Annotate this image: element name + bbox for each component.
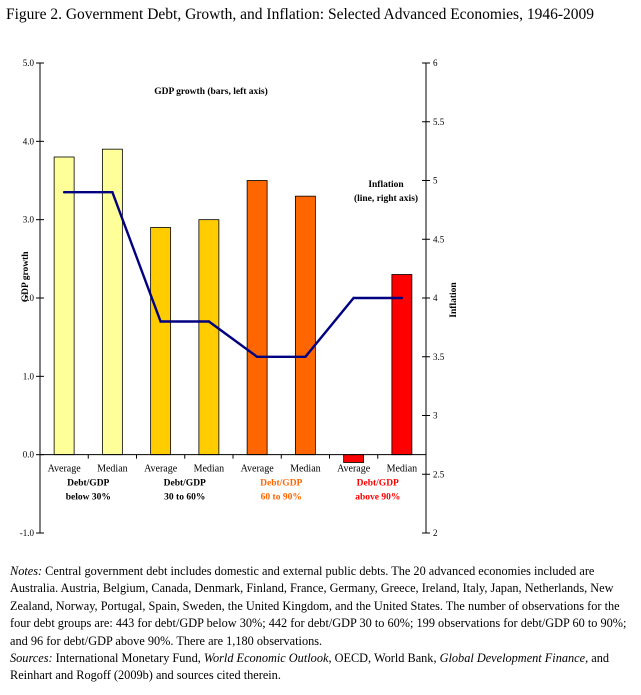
sources-text-2: , OECD, World Bank, — [328, 651, 440, 666]
axes-layer — [36, 62, 430, 534]
bar-7 — [343, 454, 365, 463]
group-label-1-line1: Debt/GDP — [67, 479, 109, 489]
bar-5 — [246, 180, 268, 456]
y-tick-label-6: -1.0 — [20, 528, 35, 538]
category-label-2: Median — [97, 464, 128, 475]
inflation-point-7 — [352, 296, 355, 300]
group-label-3-line2: 60 to 90% — [261, 493, 302, 503]
bar-4 — [198, 219, 220, 456]
sources-text-1: International Monetary Fund, — [52, 651, 204, 666]
figure-title: Figure 2. Government Debt, Growth, and I… — [6, 6, 595, 23]
y2-tick-label-3: 4.5 — [433, 234, 445, 244]
category-label-1: Average — [48, 464, 82, 475]
sources-label: Sources: — [10, 651, 53, 666]
bar-8 — [391, 274, 413, 456]
y-tick-label-2: 3.0 — [23, 215, 35, 225]
group-label-4-line2: above 90% — [355, 493, 400, 503]
y2-axis-title: Inflation — [449, 282, 459, 318]
labels-layer: 5.0 4.0 3.0 2.0 1.0 0.0 -1.0 6 5.5 5 4.5 4 3.5 3 2.5 2 A… — [20, 58, 459, 538]
notes-text: Central government debt includes domesti… — [10, 564, 627, 648]
gdf-title: Global Development Finance, — [439, 651, 589, 666]
y-tick-label-4: 1.0 — [23, 371, 35, 381]
y-axis-title: GDP growth — [21, 251, 31, 302]
y2-tick-label-7: 2.5 — [433, 469, 445, 479]
y-tick-label-3: 2.0 — [23, 293, 35, 303]
category-label-8: Median — [387, 464, 418, 475]
sources-text-3: and Reinhart and Rogoff (2009b) and sour… — [10, 651, 609, 683]
y-tick-label-0: 5.0 — [23, 58, 35, 68]
inflation-point-6 — [304, 355, 307, 358]
y-tick-label-1: 4.0 — [23, 136, 35, 146]
group-label-2-line2: 30 to 60% — [164, 493, 205, 503]
category-label-6: Median — [290, 464, 321, 475]
notes-label: Notes: — [10, 564, 43, 578]
y2-tick-label-2: 5 — [433, 176, 438, 186]
inflation-point-8 — [400, 296, 404, 300]
y2-tick-label-6: 3 — [433, 411, 438, 421]
weo-title: World Economic Outlook — [203, 651, 329, 666]
group-label-2-line1: Debt/GDP — [164, 479, 206, 489]
bars-layer — [53, 148, 413, 463]
line-layer — [62, 190, 404, 358]
y2-tick-label-1: 5.5 — [433, 117, 445, 127]
inflation-line — [64, 190, 402, 358]
y-tick-label-5: 0.0 — [23, 450, 35, 460]
y2-tick-label-4: 4 — [433, 293, 438, 303]
group-label-4-line1: Debt/GDP — [357, 479, 399, 489]
y2-tick-label-8: 2 — [433, 528, 438, 538]
line-annotation-1: Inflation — [368, 180, 404, 190]
category-label-5: Average — [241, 464, 275, 475]
bar-3 — [150, 227, 172, 456]
y2-tick-label-0: 6 — [433, 58, 438, 68]
group-label-1-line2: below 30% — [66, 493, 111, 503]
category-label-3: Average — [144, 464, 178, 475]
bar-6 — [294, 195, 316, 456]
inflation-point-2 — [111, 191, 114, 194]
y2-tick-label-5: 3.5 — [433, 352, 445, 362]
group-label-3-line1: Debt/GDP — [260, 479, 302, 489]
bars-annotation: GDP growth (bars, left axis) — [154, 86, 268, 97]
category-label-4: Median — [194, 464, 225, 475]
line-annotation-2: (line, right axis) — [354, 193, 418, 204]
notes: Notes: Central government debt includes … — [10, 563, 636, 685]
chart: 5.0 4.0 3.0 2.0 1.0 0.0 -1.0 6 5.5 5 4.5 4 3.5 3 2.5 2 A… — [20, 58, 459, 538]
category-label-7: Average — [337, 464, 371, 475]
inflation-point-5 — [255, 355, 259, 358]
inflation-point-1 — [62, 191, 66, 194]
inflation-point-4 — [207, 320, 211, 323]
inflation-point-3 — [159, 320, 162, 323]
bar-1 — [53, 156, 75, 456]
